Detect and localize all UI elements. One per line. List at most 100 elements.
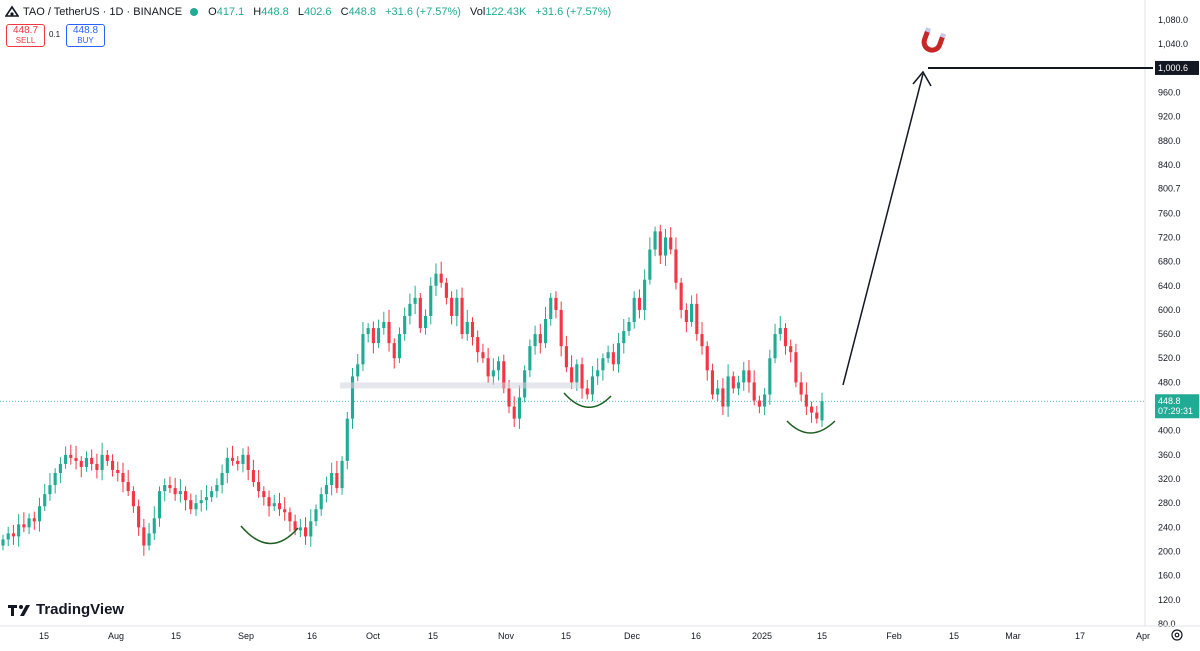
candle-body (690, 303, 694, 322)
candle-body (543, 318, 548, 344)
candle-body (455, 297, 459, 316)
price-tick-label: 160.0 (1158, 571, 1181, 581)
candle-body (324, 485, 328, 495)
candle-body (90, 457, 94, 464)
arrow-head (912, 70, 932, 87)
time-tick-label: 15 (428, 631, 438, 641)
candle-body (397, 334, 402, 359)
countdown-label: 07:29:31 (1158, 406, 1193, 416)
chart-header: TAO / TetherUS · 1D · BINANCE O417.1 H44… (0, 0, 1140, 24)
candle-body (408, 303, 412, 316)
candle-body (517, 397, 522, 419)
target-price-label: 1,000.6 (1158, 63, 1188, 73)
candle-body (533, 334, 537, 347)
time-axis: 15 Aug 15 Sep 16 Oct 15 Nov 15 Dec 16 2025 15 Feb 15 Ma… (0, 625, 1200, 641)
buy-button[interactable]: 448.8 BUY (66, 24, 105, 47)
candle-body (736, 382, 741, 389)
candle-body (126, 482, 130, 492)
candle-body (418, 297, 422, 329)
candle-body (246, 454, 250, 470)
price-tick-label: 80.0 (1158, 619, 1176, 629)
candle-body (251, 469, 255, 483)
candle-body (168, 485, 172, 489)
candle-body (507, 388, 511, 407)
time-tick-label: 15 (39, 631, 49, 641)
rounded-bottom-3 (786, 420, 836, 434)
candle-body (658, 231, 662, 256)
candle-body (778, 328, 782, 335)
ohlc-readout: O417.1 H448.8 L402.6 C448.8 +31.6 (+7.57… (208, 6, 612, 18)
sell-label: SELL (15, 35, 36, 45)
sell-button[interactable]: 448.7 SELL (6, 24, 45, 47)
candle-body (236, 460, 240, 464)
candle-body (789, 346, 793, 353)
candle-body (757, 400, 761, 407)
symbol-title[interactable]: TAO / TetherUS · 1D · BINANCE (23, 6, 183, 18)
candle-body (17, 524, 21, 537)
price-tick-label: 720.0 (1158, 232, 1181, 242)
candle-body (377, 328, 381, 344)
candle-body (820, 401, 824, 421)
candle-body (653, 231, 657, 250)
candle-body (585, 388, 589, 395)
candle-body (637, 297, 641, 310)
candle-body (559, 309, 563, 347)
candle-body (470, 322, 475, 338)
candle-body (622, 331, 626, 344)
candle-body (481, 352, 485, 359)
candle-body (768, 358, 772, 395)
price-tick-label: 360.0 (1158, 450, 1181, 460)
candle-body (705, 346, 709, 371)
candle-body (43, 494, 47, 507)
target-price-badge (1155, 60, 1199, 75)
price-tick-label: 960.0 (1158, 87, 1181, 97)
projection-arrow (842, 73, 924, 386)
time-tick-label: 17 (1075, 631, 1085, 641)
candle-body (810, 406, 814, 413)
time-tick-label: 2025 (752, 631, 772, 641)
candle-body (564, 346, 568, 368)
price-tick-label: 920.0 (1158, 112, 1181, 122)
time-tick-label: Feb (886, 631, 902, 641)
candle-body (554, 297, 558, 310)
candle-body (392, 343, 396, 359)
candle-body (69, 454, 73, 458)
candle-body (184, 491, 188, 501)
candle-body (142, 527, 146, 546)
time-tick-label: Apr (1136, 631, 1150, 641)
candle-body (465, 322, 469, 335)
candle-body (444, 282, 448, 298)
time-tick-label: Sep (238, 631, 254, 641)
last-price-label: 448.8 (1158, 396, 1181, 406)
candle-body (815, 412, 819, 419)
candle-body (53, 473, 57, 486)
candle-body (27, 518, 31, 528)
candle-body (189, 500, 193, 510)
candle-body (460, 297, 464, 335)
tradingview-logo[interactable]: TradingView (8, 601, 124, 618)
candle-body (48, 485, 52, 495)
candle-body (361, 334, 365, 365)
candle-body (747, 370, 751, 383)
candle-body (423, 315, 428, 329)
candle-body (596, 370, 600, 377)
candle-body (32, 518, 36, 522)
buy-label: BUY (77, 35, 94, 45)
candle-body (491, 370, 495, 377)
candle-body (319, 494, 323, 510)
candle-body (716, 388, 720, 395)
time-tick-label: 15 (949, 631, 959, 641)
settings-icon[interactable] (1170, 628, 1184, 642)
price-tick-label: 1,080.0 (1158, 15, 1188, 25)
candle-body (611, 352, 615, 365)
candle-body (100, 454, 104, 470)
sell-price: 448.7 (12, 24, 39, 36)
candle-body (773, 334, 777, 359)
rounded-bottom-2 (563, 392, 612, 408)
candle-body (700, 334, 704, 347)
candle-body (512, 406, 516, 419)
candle-body (643, 279, 647, 310)
price-tick-label: 880.0 (1158, 136, 1181, 146)
candle-body (283, 509, 287, 513)
